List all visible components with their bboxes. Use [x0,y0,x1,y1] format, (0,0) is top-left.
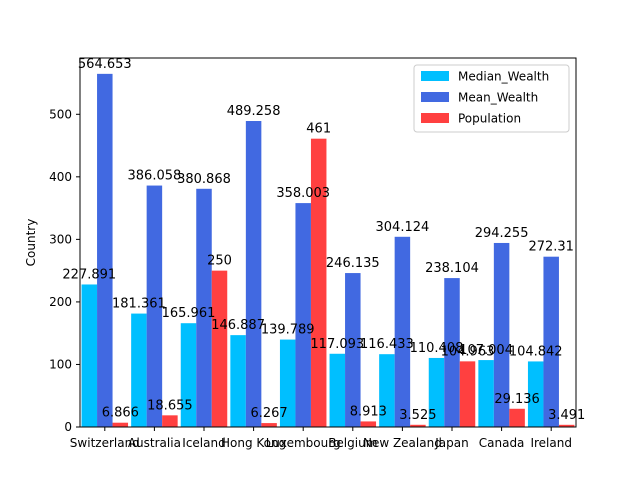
bars-layer [81,73,575,428]
legend-frame [413,64,570,133]
bar-population [211,270,228,427]
bar-value-label: 146.887 [211,318,265,333]
y-tick-label: 100 [49,357,72,371]
bar-median-wealth [230,335,246,427]
bar-median-wealth [81,284,98,427]
bar-population [310,138,327,427]
bar-population [509,408,525,427]
bar-value-label: 181.361 [112,297,166,312]
bar-mean-wealth [543,256,559,427]
bar-mean-wealth [146,185,163,427]
bar-value-label: 18.655 [147,398,193,413]
bar-value-label: 272.31 [528,240,574,255]
x-tick-label: Luxembourg [266,436,341,450]
bar-median-wealth [428,357,445,427]
bar-value-label: 386.058 [128,169,182,184]
legend-label: Mean_Wealth [458,91,538,105]
y-axis: 0 100 200 300 400 500 [49,107,80,434]
bar-mean-wealth [394,236,411,427]
y-axis-label: Country [24,219,38,267]
bar-value-label: 380.868 [177,172,231,187]
bar-value-label: 358.003 [276,186,330,201]
x-tick-label: Hong Kong [221,436,286,450]
bar-value-label: 29.136 [494,392,540,407]
x-tick-label: Iceland [182,436,225,450]
bar-population [162,415,178,427]
bar-median-wealth [527,361,544,427]
bar-value-label: 227.891 [62,267,116,282]
bar-value-label: 250 [207,254,232,269]
legend-swatch [421,113,449,123]
bar-mean-wealth [295,203,311,427]
bar-value-label: 294.255 [475,226,529,241]
legend-swatch [421,92,449,102]
data-labels-layer: 227.891 181.361165.961146.887139.789117.0… [62,57,585,423]
bar-population [261,423,277,427]
legend-swatch [421,71,449,81]
bar-value-label: 117.093 [310,337,364,352]
bar-median-wealth [131,313,147,427]
bar-value-label: 564.653 [78,57,132,72]
y-tick-label: 400 [49,170,72,184]
x-tick-label: Australia [128,436,181,450]
bar-value-label: 8.913 [350,404,387,419]
bar-population [459,361,476,427]
bar-value-label: 489.258 [227,104,281,119]
bar-value-label: 238.104 [425,261,479,276]
bar-median-wealth [180,323,197,427]
legend: Median_Wealth Mean_Wealth Population [413,64,570,133]
bar-mean-wealth [97,73,113,428]
y-tick-label: 500 [49,107,72,121]
bar-value-label: 104.963 [441,344,495,359]
y-tick-label: 0 [64,420,72,434]
bar-median-wealth [279,339,296,427]
bar-value-label: 6.866 [102,406,139,421]
y-tick-label: 300 [49,232,72,246]
bar-value-label: 110.408 [410,341,464,356]
bar-mean-wealth [493,242,510,427]
bar-value-label: 461 [306,122,331,137]
x-tick-label: Ireland [530,436,572,450]
plot-frame [79,57,577,428]
bar-mean-wealth [196,188,212,427]
bar-population [360,421,377,427]
x-tick-label: Switzerland [70,436,140,450]
bar-value-label: 3.491 [548,408,585,423]
bar-value-label: 107.004 [459,343,513,358]
bar-value-label: 104.842 [509,344,563,359]
bar-mean-wealth [245,121,262,427]
bar-value-label: 6.267 [250,406,287,421]
bar-mean-wealth [444,278,460,427]
y-tick-label: 200 [49,295,72,309]
bar-value-label: 246.135 [326,256,380,271]
legend-label: Median_Wealth [458,70,549,84]
bar-population [410,424,426,427]
bar-value-label: 165.961 [162,306,216,321]
bar-median-wealth [329,353,346,427]
x-tick-label: Belgium [328,436,377,450]
x-tick-label: New Zealand [363,436,442,450]
bar-mean-wealth [345,273,361,427]
legend-label: Population [458,112,521,126]
bar-value-label: 304.124 [376,220,430,235]
x-tick-label: Canada [479,436,525,450]
bar-value-label: 116.433 [360,337,414,352]
bar-value-label: 3.525 [399,408,436,423]
bar-median-wealth [379,354,395,427]
x-tick-label: Japan [434,436,468,450]
bar-population [112,422,129,427]
bar-median-wealth [478,360,494,427]
bar-population [558,424,575,427]
bar-value-label: 139.789 [261,323,315,338]
